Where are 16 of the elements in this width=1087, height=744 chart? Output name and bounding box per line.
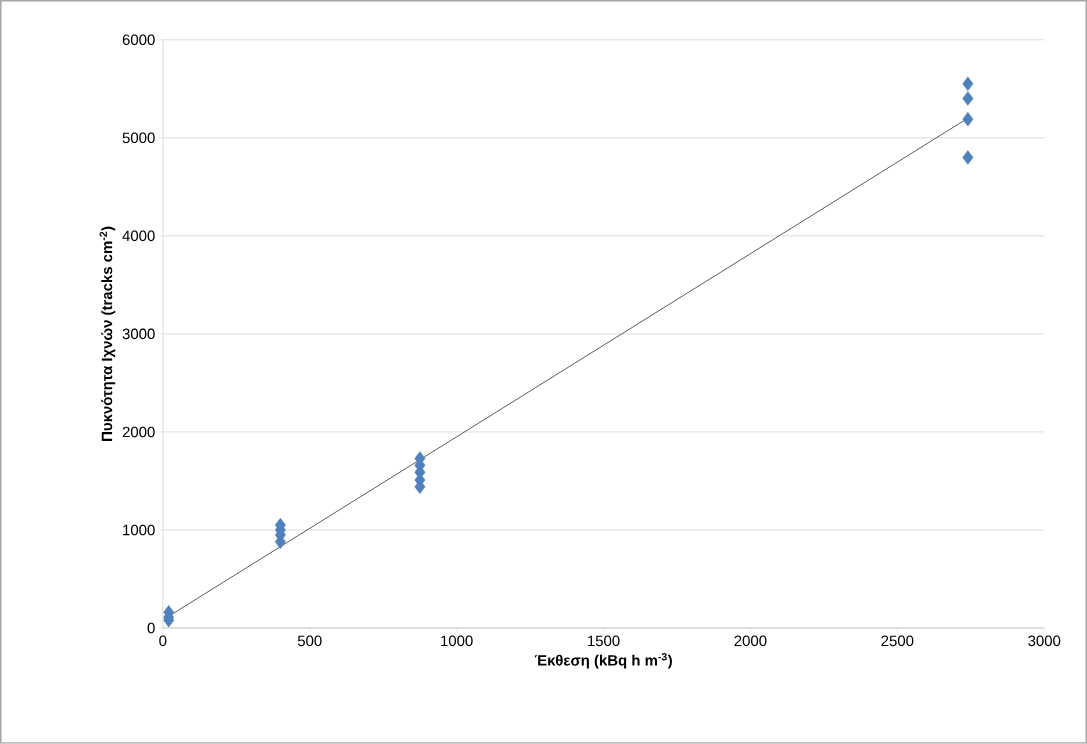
- x-tick-label: 3000: [1028, 635, 1061, 647]
- y-tick-label: 0: [147, 622, 155, 634]
- y-axis-title: Πυκνότητα Ιχνών (tracks cm$^{-2}$): [99, 226, 116, 441]
- x-tick-label: 1000: [441, 635, 473, 647]
- y-tick-label: 3000: [122, 328, 155, 340]
- x-tick-label: 2000: [734, 635, 767, 647]
- y-tick-label: 2000: [122, 426, 155, 438]
- y-tick-label: 5000: [122, 132, 155, 144]
- x-axis-title: Έκθεση (kBq h m$^{-3}$): [534, 653, 672, 669]
- x-tick-label: 1500: [588, 635, 620, 647]
- y-tick-label: 4000: [122, 230, 155, 242]
- x-tick-label: 2500: [881, 635, 914, 647]
- x-tick-label: 0: [159, 635, 167, 647]
- x-tick-label: 500: [297, 635, 322, 647]
- y-tick-label: 6000: [122, 34, 155, 46]
- y-tick-label: 1000: [123, 524, 155, 536]
